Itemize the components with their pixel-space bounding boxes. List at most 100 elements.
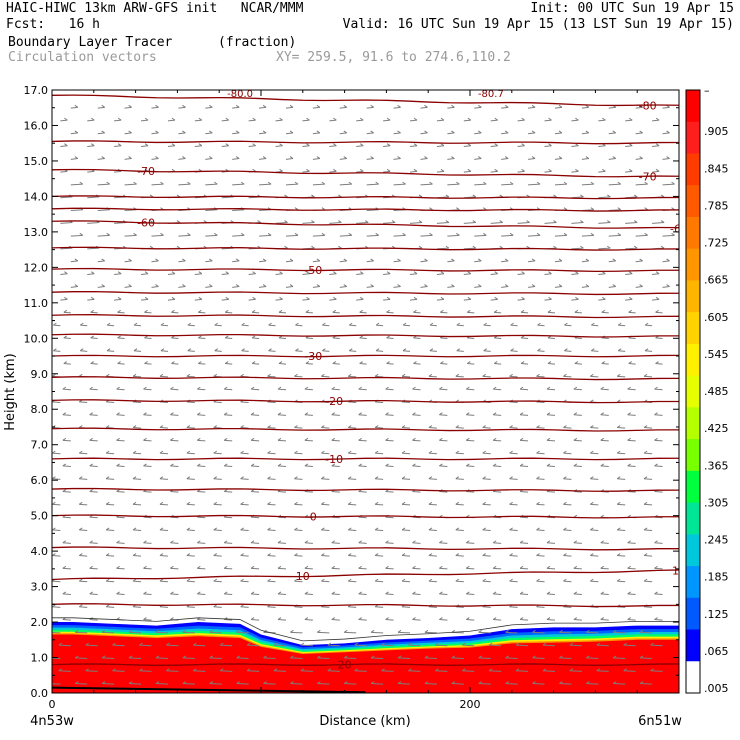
vector-arrow (259, 106, 267, 109)
vector-arrow (654, 593, 663, 596)
vector-arrowhead (397, 258, 401, 262)
vector-arrowhead (455, 553, 460, 556)
vector-arrowhead (482, 425, 486, 428)
vector-arrow (424, 657, 437, 660)
vector-arrowhead (536, 501, 540, 505)
isotherm-label: 0 (310, 510, 317, 523)
vector-arrowhead (193, 668, 197, 672)
vector-arrow (537, 350, 545, 352)
vector-arrow (482, 478, 491, 480)
vector-arrowhead (492, 617, 497, 620)
vector-arrowhead (428, 527, 433, 531)
vector-arrowhead (79, 181, 84, 185)
vector-arrowhead (536, 553, 540, 556)
colorbar-label: .365 (704, 459, 729, 472)
vector-arrowhead (225, 296, 230, 300)
vector-arrowhead (306, 271, 310, 275)
vector-arrowhead (182, 681, 187, 684)
vector-arrowhead (575, 296, 579, 300)
vector-arrowhead (267, 181, 272, 185)
vector-arrowhead (586, 681, 590, 684)
vector-arrow (509, 555, 518, 557)
vector-arrow (516, 670, 529, 672)
vector-arrow (224, 439, 233, 442)
vector-arrow (474, 132, 482, 135)
vector-arrow (401, 427, 411, 429)
colorbar-swatch (686, 629, 700, 662)
vector-arrow (140, 145, 149, 148)
vector-arrow (493, 414, 502, 416)
vector-arrow (412, 388, 421, 391)
vector-arrow (463, 247, 476, 250)
vector-arrowhead (209, 655, 214, 659)
isotherm-label: -80.7 (478, 89, 504, 100)
vector-arrow (627, 465, 636, 468)
vector-arrowhead (273, 642, 278, 646)
vector-arrow (248, 145, 256, 148)
vector-arrowhead (170, 437, 174, 441)
vector-arrow (627, 542, 636, 544)
isotherm-line (52, 333, 679, 338)
vector-arrow (133, 580, 142, 583)
vector-arrowhead (548, 271, 552, 275)
vector-arrow (139, 644, 152, 647)
vector-arrow (252, 311, 260, 314)
vector-arrowhead (343, 629, 348, 633)
vector-arrowhead (321, 527, 325, 531)
vector-arrow (294, 529, 303, 532)
vector-arrowhead (370, 156, 374, 159)
vector-arrow (528, 234, 541, 237)
vector-arrow (655, 311, 663, 314)
vector-arrow (302, 145, 310, 148)
vector-arrow (483, 324, 491, 327)
vector-arrow (401, 375, 411, 378)
colorbar-swatch (686, 597, 700, 631)
vector-arrowhead (331, 437, 336, 441)
vector-arrowhead (428, 578, 433, 582)
isotherm-line (52, 487, 679, 492)
vector-arrow (140, 298, 149, 301)
vector-arrowhead (240, 425, 244, 428)
vector-arrow (466, 388, 475, 391)
vector-arrow (617, 478, 626, 480)
vector-arrow (393, 158, 401, 160)
vector-arrowhead (236, 681, 240, 684)
colorbar-label: – (704, 84, 710, 97)
vector-arrow (510, 350, 518, 352)
vector-arrow (517, 222, 530, 224)
vector-arrowhead (304, 540, 309, 544)
vector-arrow (618, 350, 626, 352)
vector-arrow (329, 273, 337, 276)
vector-arrow (89, 619, 98, 621)
vector-arrow (312, 286, 320, 288)
vector-arrowhead (375, 181, 379, 185)
vector-arrow (356, 145, 364, 148)
vector-arrow (564, 350, 572, 352)
vector-arrowhead (223, 565, 228, 569)
vector-arrowhead (290, 629, 294, 633)
vector-arrowhead (338, 245, 342, 249)
vector-arrow (520, 491, 529, 493)
vector-arrow (571, 273, 579, 276)
vector-arrow (302, 273, 310, 276)
vector-arrow (232, 234, 245, 237)
vector-arrow (133, 478, 142, 480)
vector-arrowhead (563, 553, 567, 556)
vector-arrow (197, 516, 206, 519)
vector-arrow (267, 375, 276, 378)
vector-arrow (277, 388, 287, 391)
vector-arrowhead (424, 104, 428, 108)
vector-arrowhead (499, 194, 503, 198)
vector-arrowhead (482, 501, 486, 505)
vector-arrow (143, 567, 152, 570)
vector-arrow (536, 529, 545, 532)
vector-arrow (505, 631, 518, 634)
vector-arrowhead (305, 361, 310, 364)
vector-arrow (546, 593, 556, 596)
vector-arrowhead (536, 476, 540, 480)
vector-arrowhead (456, 181, 460, 185)
vector-arrowhead (197, 540, 201, 544)
vector-arrowhead (197, 412, 201, 416)
vector-arrow (509, 452, 518, 455)
vector-arrow (371, 683, 384, 685)
